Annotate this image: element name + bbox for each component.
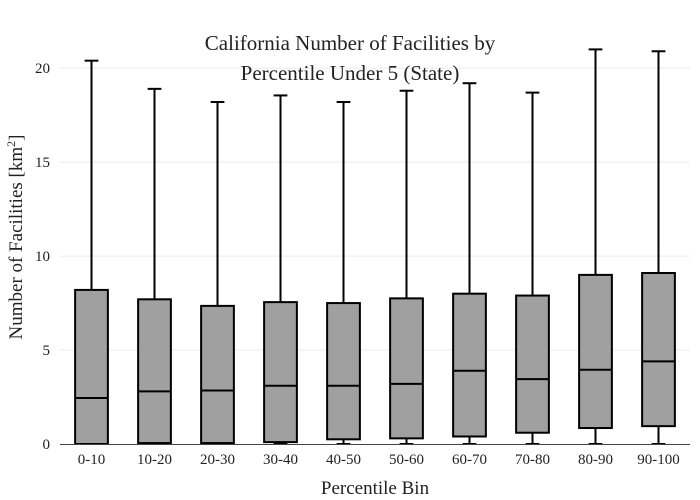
x-tick-label-90-100: 90-100	[637, 452, 680, 468]
y-axis-title-main: Number of Facilities [km	[6, 147, 27, 340]
boxes	[74, 48, 676, 446]
y-axis-title-superscript: 2	[4, 141, 18, 147]
y-tick-label-20: 20	[35, 61, 50, 77]
box-10-20	[137, 298, 172, 445]
box-80-90	[578, 273, 613, 430]
box-group-50-60	[389, 89, 424, 445]
y-tick-labels: 0 5 10 15 20	[35, 61, 50, 453]
x-axis-title: Percentile Bin	[321, 478, 430, 499]
box-group-10-20	[137, 87, 172, 445]
box-40-50	[326, 302, 361, 441]
box-group-30-40	[263, 94, 298, 445]
x-tick-labels: 0-10 10-20 20-30 30-40 40-50 50-60 60-70 70-80 8…	[78, 452, 680, 468]
x-tick-label-70-80: 70-80	[515, 452, 550, 468]
box-group-20-30	[200, 101, 235, 445]
box-50-60	[389, 297, 424, 440]
x-tick-label-10-20: 10-20	[137, 452, 172, 468]
x-tick-label-20-30: 20-30	[200, 452, 235, 468]
y-tick-label-0: 0	[43, 437, 51, 453]
y-tick-label-5: 5	[43, 343, 51, 359]
box-group-80-90	[578, 48, 613, 445]
box-group-90-100	[641, 50, 676, 445]
chart-title-line-2: Percentile Under 5 (State)	[241, 61, 460, 85]
box-group-0-10	[74, 59, 109, 446]
y-axis-title: Number of Facilities [km2]	[4, 135, 27, 340]
x-tick-label-0-10: 0-10	[78, 452, 106, 468]
y-tick-label-15: 15	[35, 155, 50, 171]
x-tick-label-30-40: 30-40	[263, 452, 298, 468]
x-tick-label-40-50: 40-50	[326, 452, 361, 468]
box-90-100	[641, 272, 676, 428]
box-30-40	[263, 301, 298, 444]
box-70-80	[515, 294, 550, 434]
box-20-30	[200, 304, 235, 445]
y-tick-label-10: 10	[35, 249, 50, 265]
x-tick-label-80-90: 80-90	[578, 452, 613, 468]
x-tick-label-50-60: 50-60	[389, 452, 424, 468]
box-60-70	[452, 292, 487, 438]
box-group-70-80	[515, 91, 550, 445]
y-axis-title-close: ]	[6, 135, 27, 141]
chart-title-line-1: California Number of Facilities by	[205, 31, 496, 55]
x-tick-label-60-70: 60-70	[452, 452, 487, 468]
box-0-10	[74, 288, 109, 446]
box-group-40-50	[326, 101, 361, 445]
box-group-60-70	[452, 82, 487, 445]
